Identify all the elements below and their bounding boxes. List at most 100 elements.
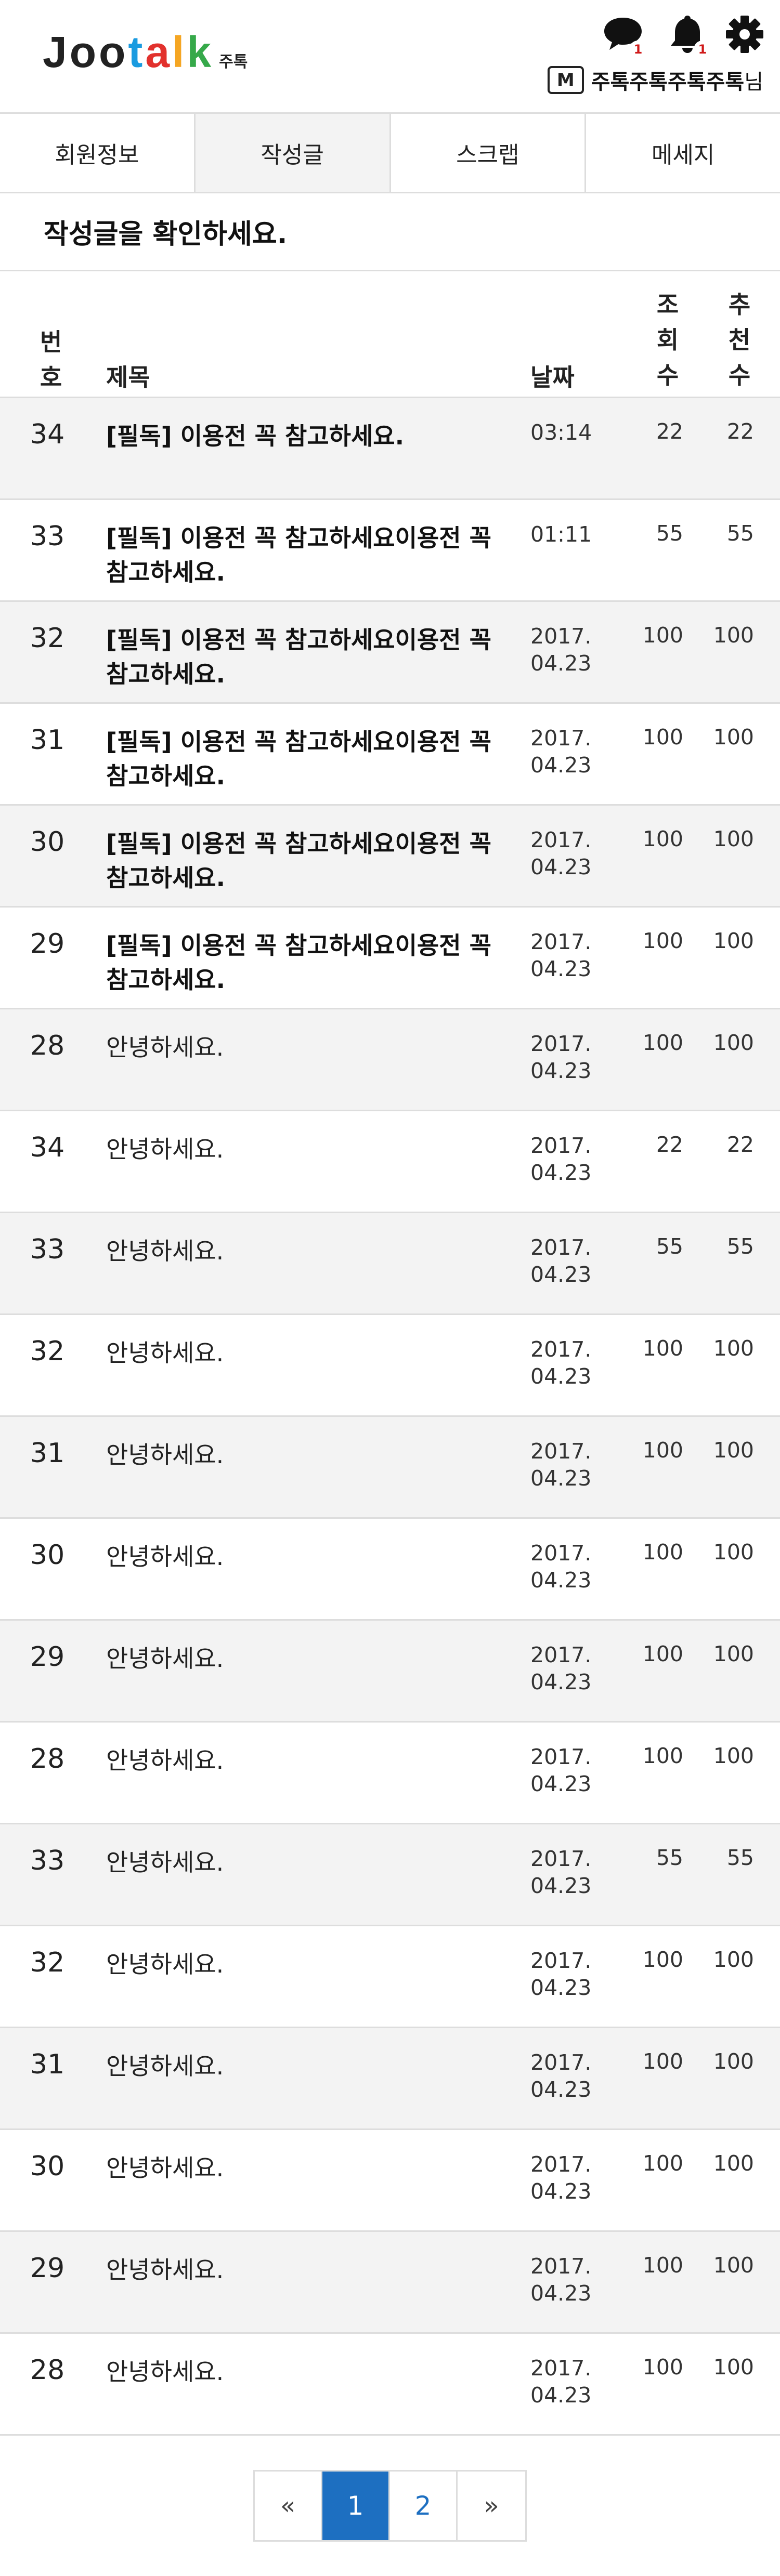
- post-views: 100: [642, 1947, 683, 1972]
- post-views: 100: [642, 725, 683, 750]
- post-title-link[interactable]: 안녕하세요.: [106, 2358, 224, 2386]
- post-recommends: 55: [726, 1234, 754, 1259]
- logo[interactable]: Jootalk 주톡: [43, 27, 248, 77]
- first-page-button[interactable]: «: [255, 2472, 322, 2540]
- page-2-button[interactable]: 2: [390, 2472, 458, 2540]
- table-row[interactable]: 28 안녕하세요. 2017. 04.23 100 100: [0, 1009, 780, 1111]
- logo-letter: t: [128, 28, 146, 76]
- post-recommends: 100: [713, 623, 754, 648]
- header-recommend: 추천수: [728, 291, 751, 389]
- header-date: 날짜: [530, 363, 575, 391]
- header-views: 조회수: [656, 291, 679, 389]
- post-views: 100: [642, 826, 683, 851]
- post-date: 2017. 04.23: [530, 726, 592, 778]
- logo-letter: J: [43, 28, 70, 76]
- table-row[interactable]: 28 안녕하세요. 2017. 04.23 100 100: [0, 2334, 780, 2436]
- notification-button[interactable]: 1: [667, 14, 711, 58]
- table-row[interactable]: 28 안녕하세요. 2017. 04.23 100 100: [0, 1723, 780, 1824]
- post-title-link[interactable]: [필독] 이용전 꼭 참고하세요이용전 꼭 참고하세요.: [106, 728, 491, 790]
- post-title-link[interactable]: 안녕하세요.: [106, 2154, 224, 2182]
- post-number: 31: [30, 725, 65, 756]
- table-row[interactable]: 32 안녕하세요. 2017. 04.23 100 100: [0, 1315, 780, 1417]
- table-row[interactable]: 33 [필독] 이용전 꼭 참고하세요이용전 꼭 참고하세요. 01:11 55 55: [0, 500, 780, 602]
- table-row[interactable]: 30 [필독] 이용전 꼭 참고하세요이용전 꼭 참고하세요. 2017. 04.2…: [0, 806, 780, 908]
- post-recommends: 100: [713, 2151, 754, 2176]
- post-title-link[interactable]: 안녕하세요.: [106, 1135, 224, 1163]
- post-date: 2017. 04.23: [530, 1439, 592, 1491]
- post-title-link[interactable]: [필독] 이용전 꼭 참고하세요이용전 꼭 참고하세요.: [106, 931, 491, 994]
- post-title-link[interactable]: [필독] 이용전 꼭 참고하세요이용전 꼭 참고하세요.: [106, 524, 491, 586]
- header: Jootalk 주톡 1 1: [0, 0, 780, 112]
- post-title-link[interactable]: [필독] 이용전 꼭 참고하세요이용전 꼭 참고하세요.: [106, 626, 491, 688]
- post-title-link[interactable]: 안녕하세요.: [106, 1645, 224, 1673]
- post-title-link[interactable]: [필독] 이용전 꼭 참고하세요이용전 꼭 참고하세요.: [106, 830, 491, 892]
- table-row[interactable]: 34 [필독] 이용전 꼭 참고하세요. 03:14 22 22: [0, 398, 780, 500]
- post-list: 34 [필독] 이용전 꼭 참고하세요. 03:14 22 22 33 [필독] 이용전 꼭…: [0, 398, 780, 2436]
- table-row[interactable]: 30 안녕하세요. 2017. 04.23 100 100: [0, 2130, 780, 2232]
- post-title-link[interactable]: 안녕하세요.: [106, 1746, 224, 1775]
- table-row[interactable]: 31 안녕하세요. 2017. 04.23 100 100: [0, 1417, 780, 1519]
- post-title-link[interactable]: 안녕하세요.: [106, 1848, 224, 1876]
- post-date: 2017. 04.23: [530, 2254, 592, 2306]
- post-recommends: 100: [713, 1336, 754, 1361]
- table-row[interactable]: 30 안녕하세요. 2017. 04.23 100 100: [0, 1519, 780, 1621]
- logo-letter: o: [69, 28, 99, 76]
- post-number: 32: [30, 623, 65, 654]
- user-info[interactable]: M 주톡주톡주톡주톡 님: [547, 64, 763, 96]
- table-row[interactable]: 31 안녕하세요. 2017. 04.23 100 100: [0, 2028, 780, 2130]
- post-recommends: 100: [713, 725, 754, 750]
- post-number: 30: [30, 826, 65, 858]
- tab-member-info[interactable]: 회원정보: [0, 114, 196, 192]
- post-title-link[interactable]: 안녕하세요.: [106, 1033, 224, 1061]
- post-recommends: 100: [713, 1947, 754, 1972]
- table-row[interactable]: 31 [필독] 이용전 꼭 참고하세요이용전 꼭 참고하세요. 2017. 04.2…: [0, 704, 780, 806]
- logo-letter: l: [172, 28, 187, 76]
- post-title-link[interactable]: 안녕하세요.: [106, 1237, 224, 1265]
- post-title-link[interactable]: 안녕하세요.: [106, 2052, 224, 2080]
- tab-messages[interactable]: 메세지: [651, 142, 715, 168]
- table-row[interactable]: 32 [필독] 이용전 꼭 참고하세요이용전 꼭 참고하세요. 2017. 04.2…: [0, 602, 780, 704]
- post-views: 100: [642, 1641, 683, 1666]
- chat-badge: 1: [629, 41, 647, 58]
- chat-button[interactable]: 1: [602, 14, 647, 58]
- table-row[interactable]: 29 안녕하세요. 2017. 04.23 100 100: [0, 1621, 780, 1723]
- logo-letter: o: [99, 28, 128, 76]
- post-title-link[interactable]: 안녕하세요.: [106, 2256, 224, 2284]
- table-row[interactable]: 33 안녕하세요. 2017. 04.23 55 55: [0, 1824, 780, 1926]
- table-row[interactable]: 33 안녕하세요. 2017. 04.23 55 55: [0, 1213, 780, 1315]
- post-recommends: 100: [713, 1030, 754, 1055]
- post-views: 100: [642, 2049, 683, 2074]
- post-number: 33: [30, 1234, 65, 1265]
- settings-button[interactable]: [724, 14, 765, 55]
- post-title-link[interactable]: 안녕하세요.: [106, 1441, 224, 1469]
- post-date: 2017. 04.23: [530, 2356, 592, 2408]
- header-title: 제목: [106, 363, 150, 391]
- table-row[interactable]: 29 안녕하세요. 2017. 04.23 100 100: [0, 2232, 780, 2334]
- post-title-link[interactable]: 안녕하세요.: [106, 1950, 224, 1978]
- post-recommends: 100: [713, 1743, 754, 1768]
- post-number: 30: [30, 2151, 65, 2182]
- post-recommends: 100: [713, 826, 754, 851]
- post-title-link[interactable]: 안녕하세요.: [106, 1543, 224, 1571]
- post-views: 100: [642, 1743, 683, 1768]
- table-row[interactable]: 29 [필독] 이용전 꼭 참고하세요이용전 꼭 참고하세요. 2017. 04.2…: [0, 908, 780, 1009]
- post-title-link[interactable]: [필독] 이용전 꼭 참고하세요.: [106, 422, 405, 450]
- logo-letter: k: [187, 28, 214, 76]
- post-views: 100: [642, 623, 683, 648]
- post-recommends: 100: [713, 2253, 754, 2278]
- post-date: 2017. 04.23: [530, 1541, 592, 1593]
- page-1-button[interactable]: 1: [322, 2472, 390, 2540]
- post-date: 2017. 04.23: [530, 1642, 592, 1694]
- post-views: 22: [656, 419, 683, 444]
- table-row[interactable]: 32 안녕하세요. 2017. 04.23 100 100: [0, 1926, 780, 2028]
- member-level-badge: M: [547, 66, 584, 94]
- table-row[interactable]: 34 안녕하세요. 2017. 04.23 22 22: [0, 1111, 780, 1213]
- post-views: 55: [656, 1234, 683, 1259]
- post-date: 2017. 04.23: [530, 1031, 592, 1083]
- tab-scrap[interactable]: 스크랩: [391, 114, 587, 192]
- user-name: 주톡주톡주톡주톡: [591, 70, 745, 94]
- next-page-button[interactable]: »: [484, 2491, 499, 2520]
- post-views: 100: [642, 1540, 683, 1565]
- post-title-link[interactable]: 안녕하세요.: [106, 1339, 224, 1367]
- tab-my-posts[interactable]: 작성글: [195, 114, 391, 192]
